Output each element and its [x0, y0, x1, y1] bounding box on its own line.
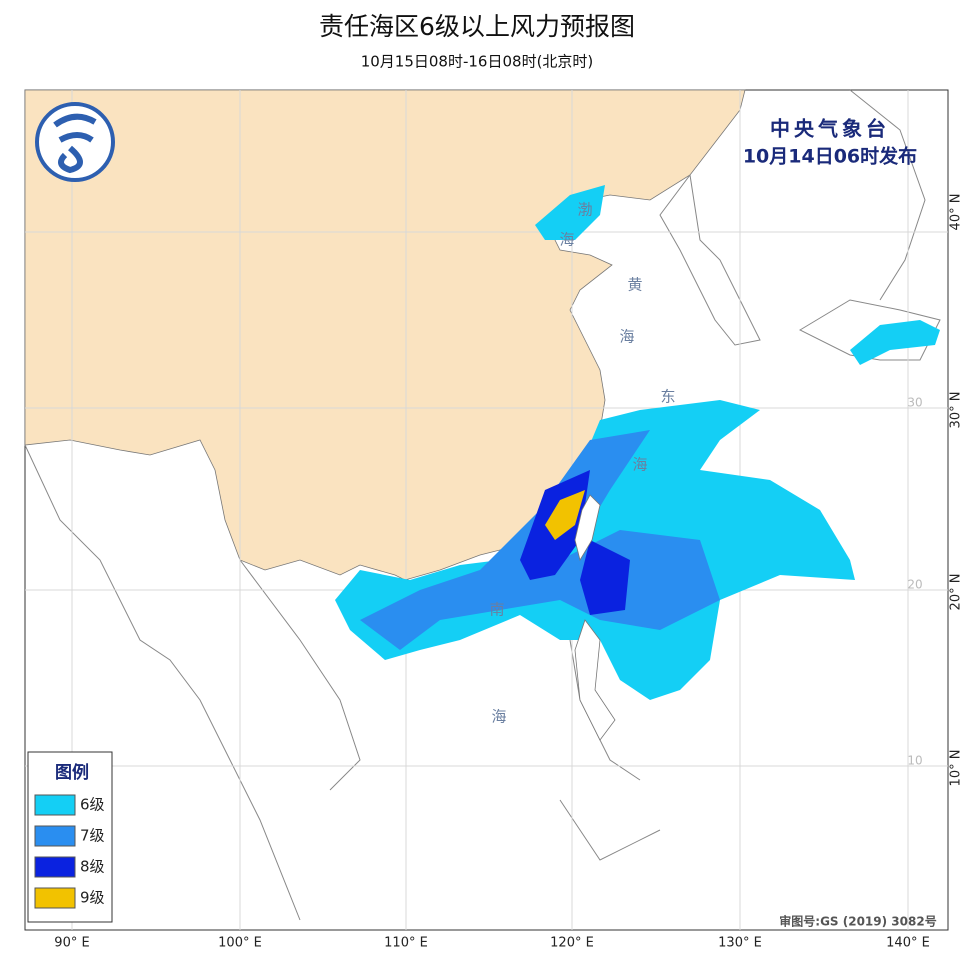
sea-label: 海: [559, 231, 574, 249]
wind-area-6: [850, 320, 940, 365]
lon-label: 100° E: [218, 936, 262, 951]
luzon: [574, 619, 616, 741]
logo: [35, 102, 115, 182]
sea-label: 海: [632, 456, 647, 474]
legend: 图例 6级 7级 8级 9级: [27, 751, 113, 923]
title: 责任海区6级以上风力预报图: [319, 12, 635, 41]
lon-label: 120° E: [550, 936, 594, 951]
lat-label: 10° N: [949, 750, 964, 787]
legend-swatch: [34, 887, 76, 909]
sea-label: 渤: [577, 201, 592, 219]
issue-time: 10月14日06时发布: [743, 145, 917, 168]
lat-label: 20° N: [949, 574, 964, 611]
logo-mark: [53, 113, 97, 174]
sea-label: 海: [491, 708, 506, 726]
grid-label: 20: [907, 578, 922, 592]
lat-label: 40° N: [949, 194, 964, 231]
wind-area-8: [580, 540, 630, 615]
legend-label: 7级: [80, 827, 105, 845]
borders: [24, 444, 661, 921]
legend-swatch: [34, 825, 76, 847]
sea-label: 海: [619, 328, 634, 346]
wind-area-6: [535, 185, 605, 240]
legend-title: 图例: [55, 762, 89, 783]
legend-swatch: [34, 856, 76, 878]
map: 渤 海 黄 海 东 海 南 海 30 20 10 中央气象台 10月14日06时…: [24, 89, 949, 931]
lon-label: 130° E: [718, 936, 762, 951]
lon-label: 110° E: [384, 936, 428, 951]
wind-area-9: [545, 490, 585, 540]
sea-label: 南: [489, 601, 504, 619]
wind-areas: [335, 185, 940, 700]
legend-swatch: [34, 794, 76, 816]
grid-labels: 30 20 10: [907, 396, 922, 768]
legend-label: 9级: [80, 889, 105, 907]
lat-label: 30° N: [949, 392, 964, 429]
sea-label: 东: [660, 388, 675, 406]
lon-label: 90° E: [54, 936, 89, 951]
legend-label: 8级: [80, 858, 105, 876]
subtitle: 10月15日08时-16日08时(北京时): [361, 53, 594, 71]
taiwan: [574, 494, 601, 562]
legend-label: 6级: [80, 796, 105, 814]
approval-number: 审图号:GS (2019) 3082号: [779, 914, 936, 929]
lon-label: 140° E: [886, 936, 930, 951]
grid-label: 10: [907, 754, 922, 768]
sea-label: 黄: [627, 276, 642, 294]
issuer-name: 中央气象台: [770, 117, 890, 141]
grid-label: 30: [907, 396, 922, 410]
